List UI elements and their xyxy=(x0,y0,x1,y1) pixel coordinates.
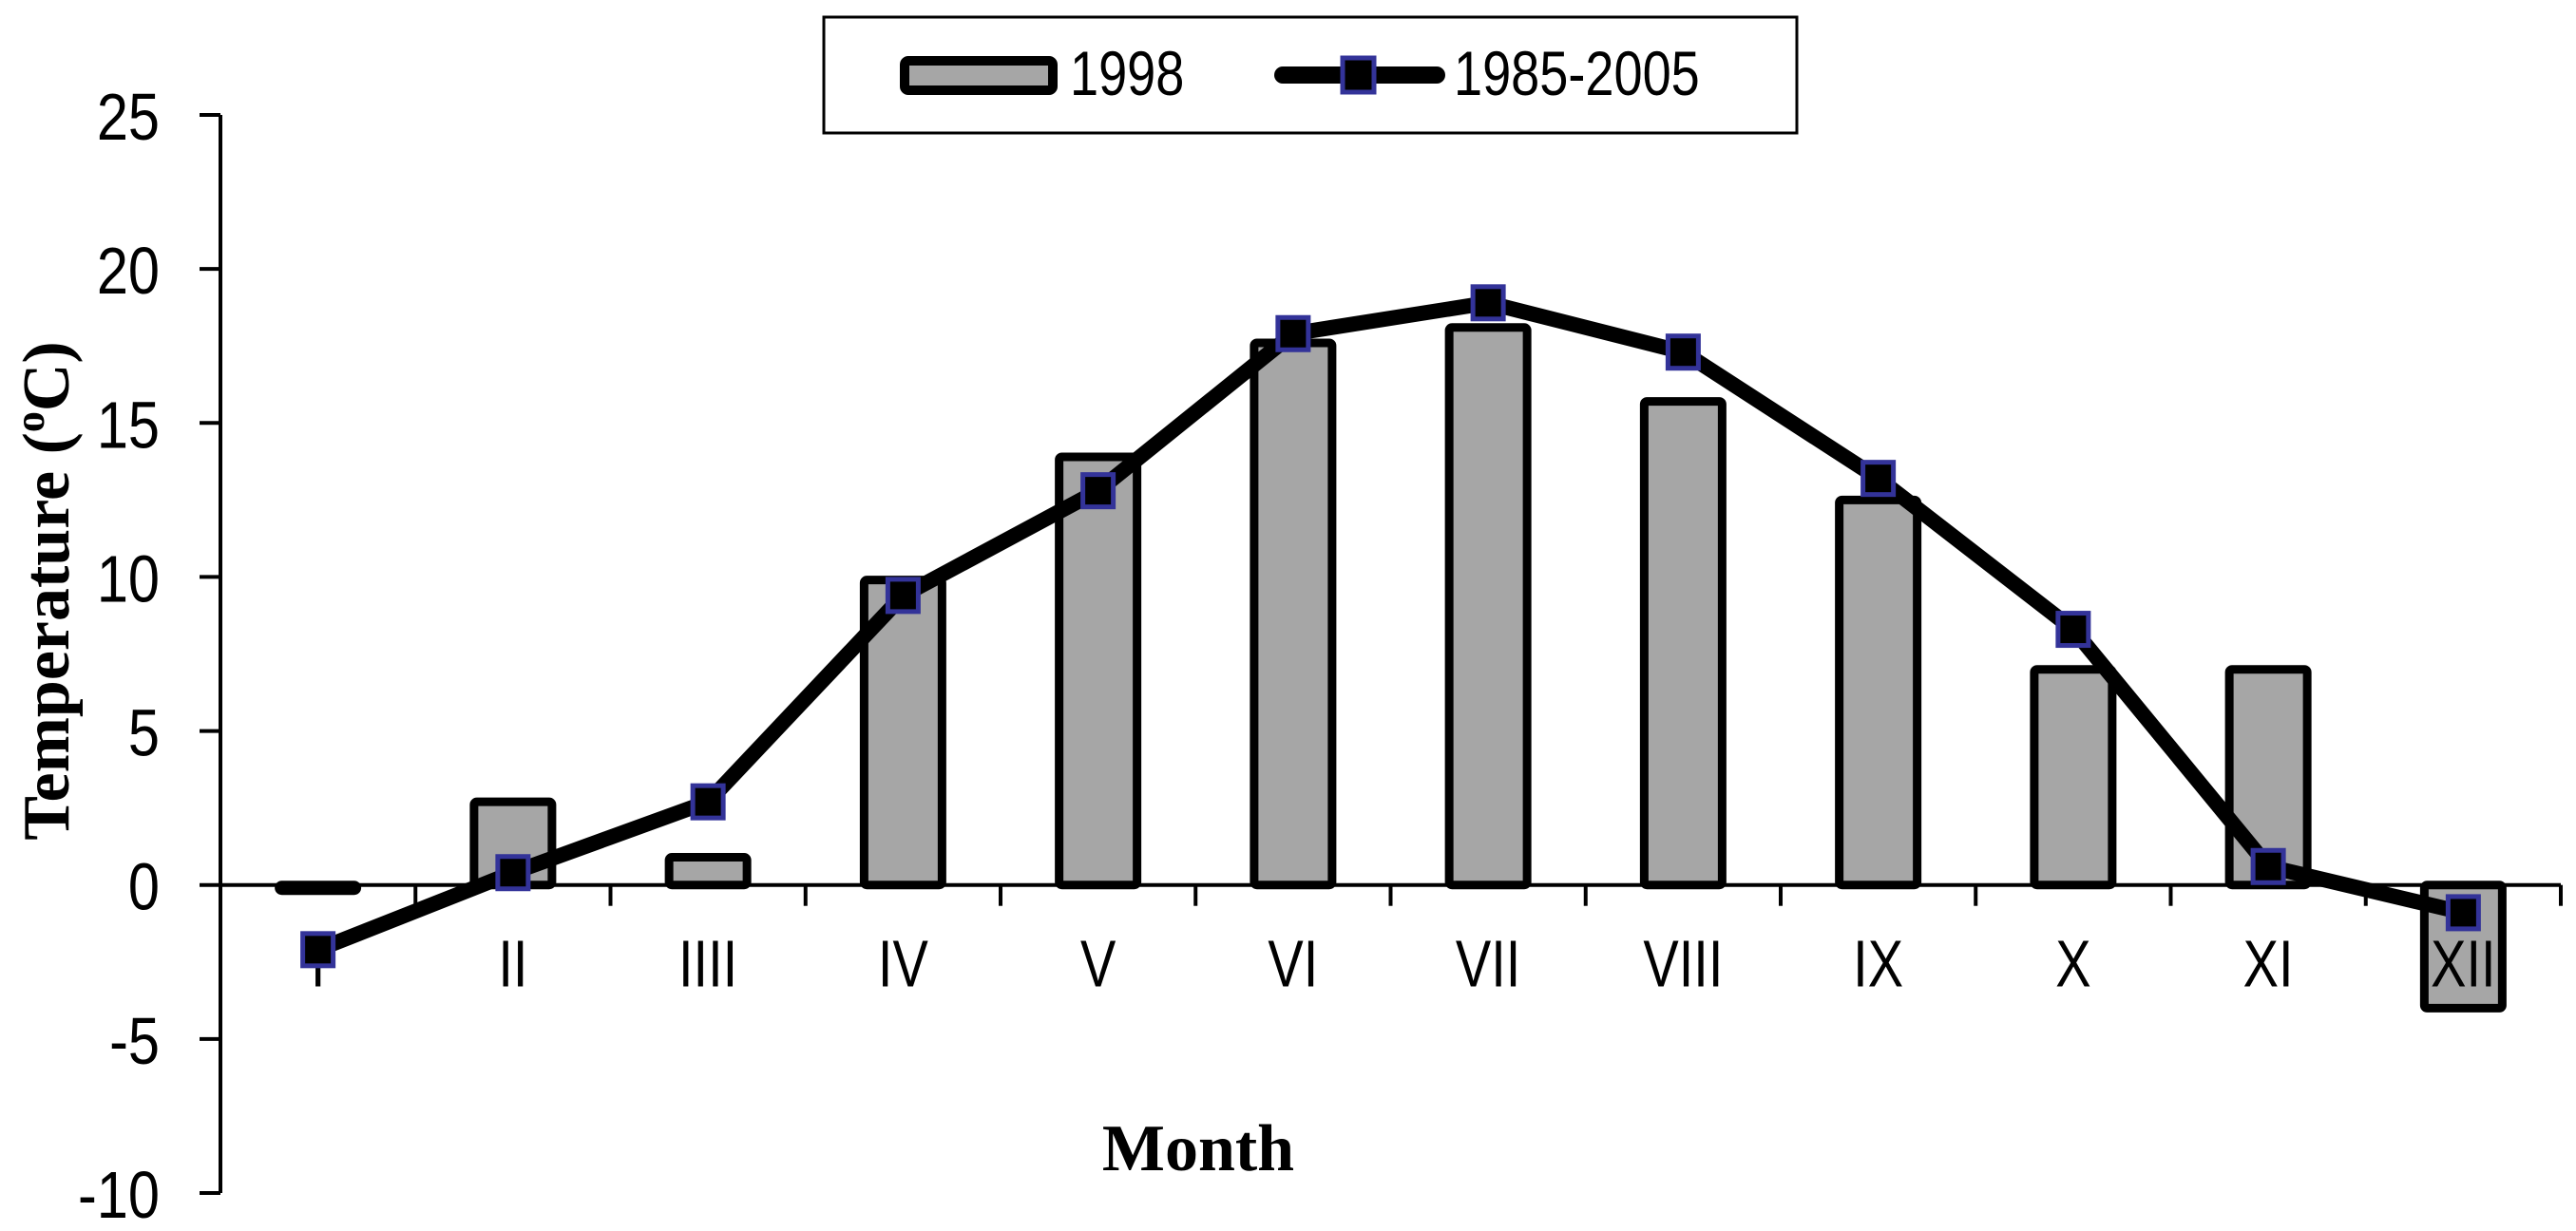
bar-VI xyxy=(1250,338,1337,890)
square-marker-XI xyxy=(2250,847,2286,885)
y-axis-title: Temperature (oC) xyxy=(7,341,84,841)
square-marker-X xyxy=(2055,611,2091,649)
y-tick-label: 25 xyxy=(97,79,160,154)
y-tick-label: 10 xyxy=(97,541,160,616)
bar-IIII xyxy=(664,853,752,890)
bar-I xyxy=(275,881,362,896)
x-tick-label: X xyxy=(2055,928,2090,1001)
square-marker-IIII xyxy=(690,783,726,821)
square-marker-VI xyxy=(1275,314,1311,352)
legend-label-1985-2005: 1985-2005 xyxy=(1454,38,1700,108)
x-tick-label: XI xyxy=(2243,928,2294,1001)
x-tick-label: VIII xyxy=(1643,928,1723,1001)
square-marker-I xyxy=(300,931,336,969)
x-tick-label: VI xyxy=(1268,928,1318,1001)
bar-X xyxy=(2030,665,2117,890)
legend-item-1998: 1998 xyxy=(900,38,1184,108)
y-tick-label: 15 xyxy=(97,388,160,463)
bar-V xyxy=(1055,452,1142,890)
x-tick-label: IX xyxy=(1853,928,1903,1001)
x-tick-label: XII xyxy=(2431,928,2495,1001)
y-axis: 25 20 15 10 5 0 -5 -10 xyxy=(78,79,222,1231)
x-tick-label: V xyxy=(1080,928,1116,1001)
square-marker-II xyxy=(495,854,531,892)
bar-series-1998: IIIIIIIIVVVIVIIVIIIIXXXIXII xyxy=(275,323,2507,1013)
legend-label-1998: 1998 xyxy=(1070,38,1184,108)
bar-IX xyxy=(1835,495,1922,890)
square-marker-VIII xyxy=(1665,333,1701,371)
square-marker-V xyxy=(1080,472,1116,510)
square-marker-XII xyxy=(2445,894,2481,932)
square-marker-VII xyxy=(1470,284,1506,322)
bar-VII xyxy=(1444,323,1532,890)
x-tick-label: VII xyxy=(1456,928,1520,1001)
square-marker-icon xyxy=(1340,55,1377,95)
square-marker-IX xyxy=(1860,460,1897,498)
y-tick-label: 20 xyxy=(97,234,160,309)
y-tick-label: 0 xyxy=(128,849,160,924)
square-marker-IV xyxy=(885,577,921,615)
line-series-1985-2005 xyxy=(300,284,2481,969)
gray-bar-swatch-icon xyxy=(900,56,1058,95)
y-tick-label: -10 xyxy=(78,1157,160,1231)
x-axis xyxy=(220,882,2563,906)
legend: 1998 1985-2005 xyxy=(822,15,1799,135)
y-tick-label: 5 xyxy=(128,695,160,770)
bar-VIII xyxy=(1639,397,1727,890)
x-axis-title: Month xyxy=(1102,1112,1294,1185)
x-tick-label: II xyxy=(498,928,527,1001)
line-1985-2005 xyxy=(315,294,2466,957)
legend-item-1985-2005: 1985-2005 xyxy=(1274,38,1700,108)
x-tick-label: IV xyxy=(878,928,928,1001)
y-tick-label: -5 xyxy=(109,1003,160,1078)
x-tick-label: IIII xyxy=(678,928,737,1001)
